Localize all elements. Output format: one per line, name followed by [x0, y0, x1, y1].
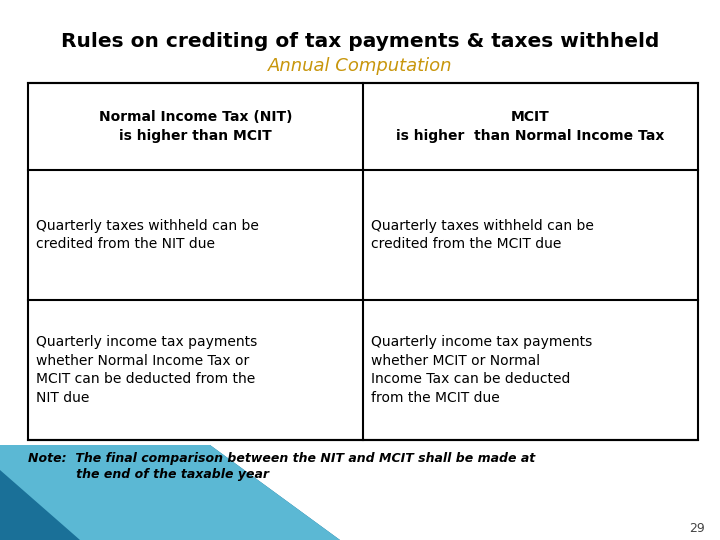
- Text: Quarterly income tax payments
whether MCIT or Normal
Income Tax can be deducted
: Quarterly income tax payments whether MC…: [371, 335, 593, 404]
- Text: Quarterly taxes withheld can be
credited from the NIT due: Quarterly taxes withheld can be credited…: [36, 219, 259, 251]
- Text: the end of the taxable year: the end of the taxable year: [28, 468, 269, 481]
- Text: Note:  The final comparison between the NIT and MCIT shall be made at: Note: The final comparison between the N…: [28, 452, 535, 465]
- Polygon shape: [0, 445, 340, 540]
- Text: Rules on crediting of tax payments & taxes withheld: Rules on crediting of tax payments & tax…: [60, 32, 660, 51]
- Text: MCIT
is higher  than Normal Income Tax: MCIT is higher than Normal Income Tax: [396, 110, 665, 143]
- Text: Quarterly income tax payments
whether Normal Income Tax or
MCIT can be deducted : Quarterly income tax payments whether No…: [36, 335, 257, 404]
- Text: Quarterly taxes withheld can be
credited from the MCIT due: Quarterly taxes withheld can be credited…: [371, 219, 594, 251]
- Text: Normal Income Tax (NIT)
is higher than MCIT: Normal Income Tax (NIT) is higher than M…: [99, 110, 292, 143]
- Polygon shape: [0, 445, 340, 540]
- Bar: [28, 83, 698, 440]
- Text: Annual Computation: Annual Computation: [268, 57, 452, 75]
- Text: 29: 29: [689, 522, 705, 535]
